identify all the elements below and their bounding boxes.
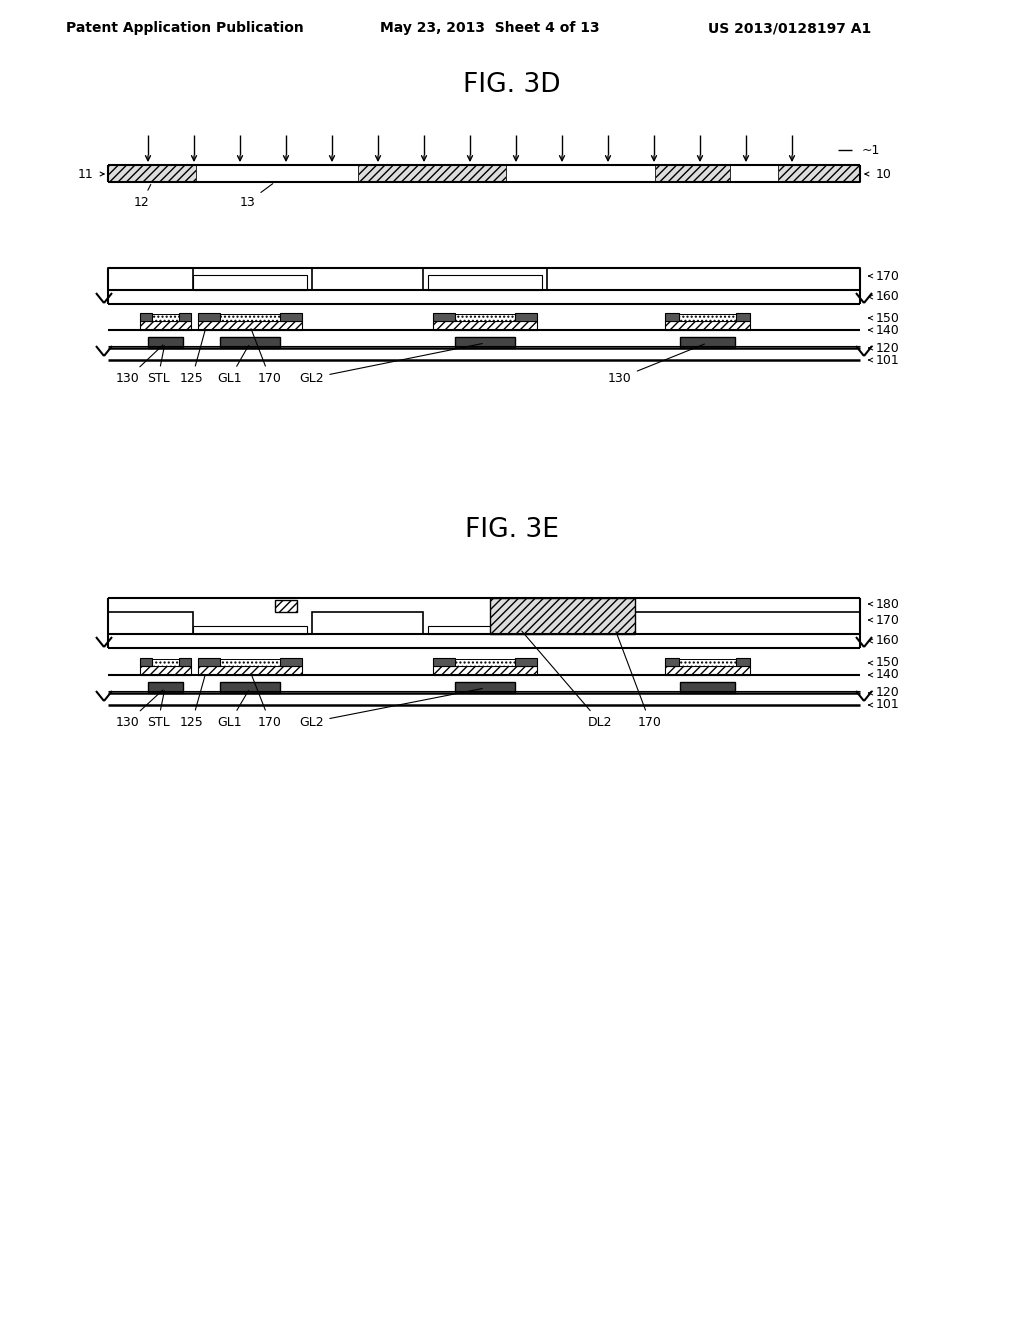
Text: 150: 150 [876,656,900,669]
Polygon shape [193,626,307,634]
Text: 12: 12 [134,185,151,209]
Polygon shape [665,657,679,667]
Text: 180: 180 [876,598,900,610]
Polygon shape [515,313,537,321]
Text: 10: 10 [876,168,892,181]
Polygon shape [198,321,302,330]
Text: 101: 101 [876,354,900,367]
Polygon shape [455,682,515,693]
Polygon shape [680,337,735,348]
Polygon shape [665,321,750,330]
Polygon shape [655,165,730,182]
Text: STL: STL [146,690,169,729]
Polygon shape [671,314,744,321]
Text: FIG. 3D: FIG. 3D [463,73,561,98]
Polygon shape [198,657,220,667]
Polygon shape [148,682,183,693]
Text: FIG. 3E: FIG. 3E [465,517,559,543]
Text: STL: STL [146,346,169,384]
Text: 130: 130 [608,345,705,384]
Text: 170: 170 [876,269,900,282]
Text: 125: 125 [180,330,205,384]
Text: 170: 170 [876,614,900,627]
Polygon shape [547,268,860,290]
Polygon shape [730,165,778,182]
Text: 13: 13 [240,183,272,209]
Polygon shape [433,313,455,321]
Polygon shape [198,313,220,321]
Text: DL2: DL2 [522,631,612,729]
Polygon shape [671,659,744,667]
Polygon shape [179,313,191,321]
Text: 170: 170 [616,631,662,729]
Polygon shape [451,659,519,667]
Polygon shape [140,321,191,330]
Polygon shape [428,626,542,634]
Polygon shape [736,657,750,667]
Polygon shape [433,657,455,667]
Polygon shape [312,612,423,634]
Text: 160: 160 [876,635,900,648]
Polygon shape [680,682,735,693]
Polygon shape [196,165,358,182]
Text: 101: 101 [876,698,900,711]
Polygon shape [140,667,191,675]
Polygon shape [220,682,280,693]
Text: 140: 140 [876,668,900,681]
Text: 170: 170 [251,673,282,729]
Polygon shape [193,275,307,290]
Polygon shape [455,337,515,348]
Polygon shape [358,165,506,182]
Text: Patent Application Publication: Patent Application Publication [67,21,304,36]
Text: 11: 11 [77,168,93,181]
Polygon shape [451,314,519,321]
Polygon shape [148,337,183,348]
Polygon shape [280,657,302,667]
Polygon shape [506,165,655,182]
Text: 140: 140 [876,323,900,337]
Text: 125: 125 [180,675,205,729]
Polygon shape [515,657,537,667]
Polygon shape [179,657,191,667]
Text: May 23, 2013  Sheet 4 of 13: May 23, 2013 Sheet 4 of 13 [380,21,600,36]
Polygon shape [108,612,193,634]
Polygon shape [220,337,280,348]
Polygon shape [280,313,302,321]
Polygon shape [216,314,284,321]
Polygon shape [547,612,860,634]
Polygon shape [433,321,537,330]
Polygon shape [216,659,284,667]
Polygon shape [198,667,302,675]
Text: US 2013/0128197 A1: US 2013/0128197 A1 [709,21,871,36]
Text: 120: 120 [876,686,900,700]
Polygon shape [433,667,537,675]
Text: 160: 160 [876,290,900,304]
Text: 120: 120 [876,342,900,355]
Polygon shape [428,275,542,290]
Polygon shape [665,667,750,675]
Polygon shape [140,657,152,667]
Text: ~1: ~1 [862,144,881,157]
Text: GL2: GL2 [300,689,482,729]
Text: GL1: GL1 [218,690,249,729]
Polygon shape [145,314,186,321]
Polygon shape [145,659,186,667]
Polygon shape [140,313,152,321]
Polygon shape [108,268,193,290]
Polygon shape [736,313,750,321]
Polygon shape [778,165,860,182]
Polygon shape [312,268,423,290]
Text: 150: 150 [876,312,900,325]
Text: 130: 130 [116,345,163,384]
Polygon shape [108,165,196,182]
Text: GL1: GL1 [218,346,249,384]
Polygon shape [665,313,679,321]
Text: GL2: GL2 [300,343,482,384]
Text: 130: 130 [116,690,163,729]
Polygon shape [490,598,635,634]
Text: 170: 170 [251,329,282,384]
Polygon shape [275,601,297,612]
